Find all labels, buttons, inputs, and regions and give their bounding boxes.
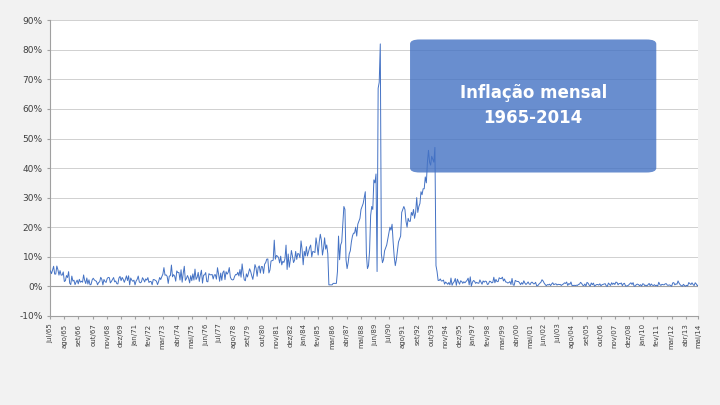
FancyBboxPatch shape	[410, 39, 657, 173]
Text: Inflação mensal
1965-2014: Inflação mensal 1965-2014	[459, 85, 607, 128]
